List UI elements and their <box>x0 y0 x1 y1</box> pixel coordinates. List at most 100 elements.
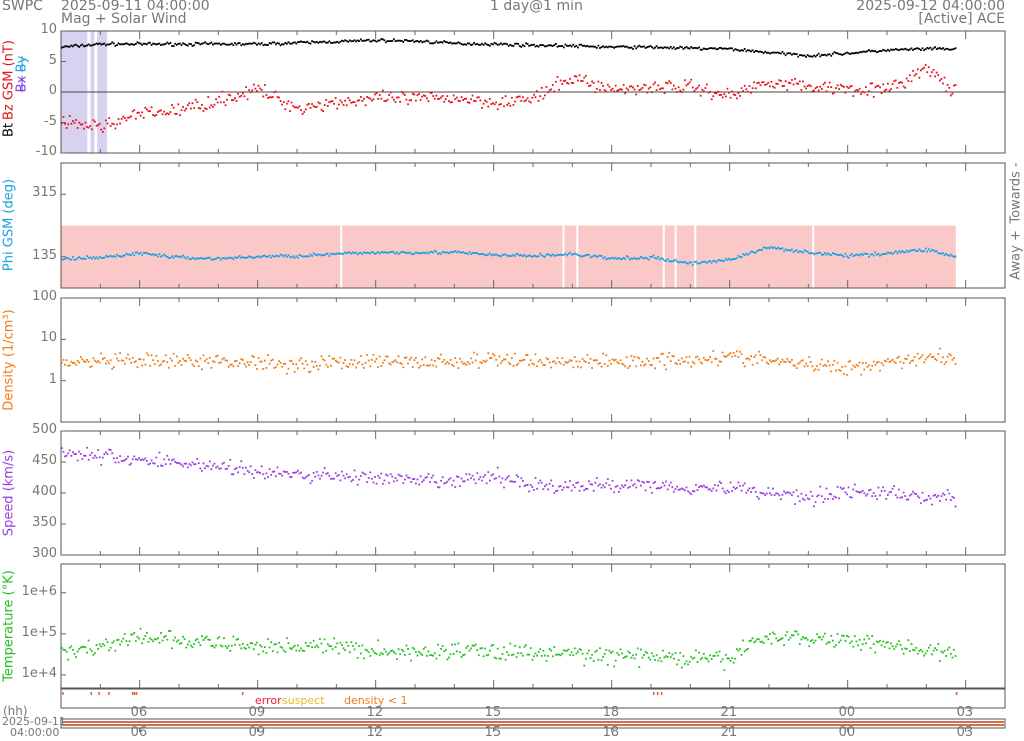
speed-point <box>212 464 214 467</box>
density-point <box>613 359 616 362</box>
bz-point <box>517 95 520 98</box>
density-point <box>951 358 954 361</box>
bt-point <box>937 47 940 50</box>
density-point <box>702 356 705 359</box>
phi-point <box>688 261 691 264</box>
temperature-point <box>556 653 559 656</box>
bt-point <box>83 45 85 48</box>
temperature-point <box>243 646 246 649</box>
bz-point <box>282 101 285 103</box>
speed-point <box>817 494 820 497</box>
bz-point <box>759 84 762 87</box>
speed-point <box>606 478 609 480</box>
density-point <box>311 360 313 363</box>
bz-point <box>454 98 457 101</box>
phi-point <box>370 251 373 253</box>
bt-point <box>297 41 299 44</box>
density-point <box>735 350 738 353</box>
temperature-point <box>451 643 453 646</box>
phi-point <box>62 258 65 261</box>
density-point <box>875 361 878 364</box>
bz-point <box>674 87 677 90</box>
phi-point <box>185 257 188 260</box>
bz-point <box>907 80 910 82</box>
phi-point <box>651 256 653 258</box>
bz-point <box>887 82 889 85</box>
temperature-point <box>547 655 549 657</box>
phi-point <box>613 257 616 260</box>
temperature-point <box>808 645 811 648</box>
speed-point <box>707 488 710 491</box>
speed-point <box>676 485 678 488</box>
speed-point <box>295 471 298 474</box>
density-point <box>314 360 317 363</box>
bz-point <box>610 89 612 92</box>
speed-point <box>352 479 354 481</box>
phi-point <box>495 253 498 256</box>
speed-point <box>282 470 285 473</box>
bz-point <box>556 76 559 78</box>
density-point <box>411 366 414 368</box>
x-date: 2025-09-11 <box>2 715 66 728</box>
bt-point <box>394 40 397 43</box>
span-label[interactable]: 1 day@1 min <box>490 0 583 14</box>
speed-point <box>254 469 257 472</box>
speed-point <box>251 473 254 476</box>
bz-point <box>207 96 210 98</box>
speed-point <box>717 484 719 487</box>
density-point <box>397 355 400 358</box>
phi-point <box>248 255 251 258</box>
speed-point <box>487 471 490 474</box>
phi-point <box>405 251 408 254</box>
phi-point <box>72 256 74 258</box>
speed-point <box>846 493 848 496</box>
bt-point <box>559 45 562 48</box>
bt-point <box>367 38 370 41</box>
phi-point <box>949 253 952 256</box>
speed-point <box>180 463 183 466</box>
bt-point <box>547 44 549 47</box>
speed-point <box>838 497 841 500</box>
bz-point <box>624 92 627 95</box>
density-point <box>720 360 723 363</box>
phi-point <box>350 252 353 255</box>
source-label[interactable]: [Active] ACE <box>918 11 1005 27</box>
phi-point <box>364 252 367 254</box>
density-point <box>822 364 825 367</box>
bt-point <box>454 42 457 45</box>
temperature-point <box>534 652 537 655</box>
bz-point <box>468 101 471 104</box>
temperature-point <box>622 656 625 659</box>
density-point <box>913 356 916 358</box>
temperature-point <box>732 661 735 664</box>
speed-point <box>281 474 284 477</box>
density-point <box>761 359 763 362</box>
speed-point <box>208 460 211 463</box>
phi-point <box>284 254 287 256</box>
phi-point <box>171 255 173 258</box>
density-point <box>529 359 532 362</box>
speed-point <box>916 495 919 498</box>
bt-point <box>389 40 392 43</box>
phi-point <box>761 249 763 251</box>
density-point <box>931 356 933 359</box>
bt-point <box>589 45 592 48</box>
temperature-point <box>95 644 98 646</box>
temperature-point <box>569 654 571 656</box>
speed-point <box>824 497 826 500</box>
x-tick-label-lower: 12 <box>366 725 384 740</box>
density-point <box>183 359 186 362</box>
speed-point <box>649 486 652 489</box>
speed-point <box>875 498 878 501</box>
phi-point <box>953 255 955 258</box>
temperature-point <box>912 648 914 651</box>
time-range-slider[interactable] <box>60 718 1006 729</box>
temperature-point <box>293 644 296 647</box>
bz-point <box>608 85 611 88</box>
bz-point <box>164 113 167 116</box>
speed-point <box>232 473 235 476</box>
bt-point <box>920 49 922 51</box>
phi-point <box>271 254 274 257</box>
bt-point <box>330 41 332 44</box>
